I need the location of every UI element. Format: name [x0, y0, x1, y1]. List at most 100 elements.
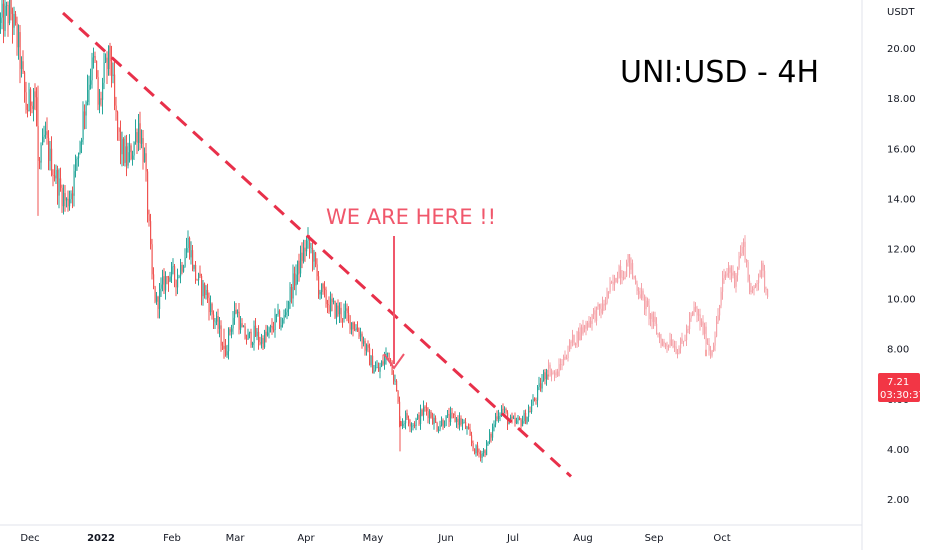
price-candle	[261, 333, 263, 349]
price-candle	[106, 51, 108, 85]
price-candle	[177, 268, 179, 295]
price-candle	[12, 7, 14, 44]
projection-candle	[671, 333, 673, 347]
price-candle	[511, 412, 513, 424]
price-candle	[144, 147, 146, 163]
projection-candle	[584, 324, 586, 333]
price-candle	[285, 308, 287, 318]
price-candle	[30, 87, 32, 116]
projection-candle	[555, 369, 557, 379]
price-candle	[139, 111, 141, 151]
projection-candle	[612, 274, 614, 291]
projection-candle	[635, 275, 637, 285]
projection-candle	[681, 332, 683, 344]
price-candle	[45, 121, 47, 139]
price-candle	[276, 313, 278, 323]
price-candle	[445, 415, 447, 427]
price-candle	[127, 142, 129, 169]
y-tick-label: 12.00	[887, 244, 916, 255]
price-candle	[82, 101, 84, 145]
projection-candle	[561, 358, 563, 371]
price-candle	[334, 300, 336, 320]
projection-candle	[725, 271, 727, 281]
last-price-countdown: 03:30:37	[880, 390, 925, 401]
price-candle	[388, 352, 390, 361]
price-candle	[342, 318, 344, 328]
price-candle	[540, 377, 542, 392]
projection-candle	[597, 302, 599, 310]
price-candle	[49, 140, 51, 171]
price-candle	[9, 0, 11, 26]
price-candle	[24, 70, 26, 103]
price-candle	[483, 447, 485, 457]
price-candle	[196, 278, 198, 281]
projection-candle	[695, 302, 697, 313]
projection-candle	[636, 280, 638, 295]
price-candle	[273, 321, 275, 333]
price-candle	[210, 295, 212, 316]
price-candle	[352, 321, 354, 337]
price-candle	[462, 418, 464, 431]
price-candle	[6, 1, 8, 16]
price-candle	[489, 429, 491, 445]
projection-candle	[606, 287, 608, 305]
x-axis: Dec 2022 Feb Mar Apr May Jun Jul Aug Sep Oct	[20, 533, 730, 544]
price-candle	[253, 320, 255, 351]
price-candle	[204, 282, 206, 299]
projection-candle	[767, 288, 769, 299]
projection-candle	[705, 322, 707, 350]
price-candle	[478, 448, 480, 458]
price-candle	[432, 412, 434, 425]
price-candle	[499, 412, 501, 422]
price-candle	[456, 416, 458, 428]
price-candle	[132, 150, 134, 166]
projection-candle	[623, 270, 625, 281]
projection-candle	[698, 308, 700, 322]
price-candle	[31, 101, 33, 114]
projection-candle	[551, 368, 553, 382]
price-candle	[225, 339, 227, 357]
projection-candle	[674, 340, 676, 352]
price-candle	[264, 329, 266, 349]
price-candle	[420, 404, 422, 430]
price-candle	[430, 409, 432, 419]
price-candle	[115, 96, 117, 121]
projection-candle	[549, 362, 551, 377]
projection-candle	[638, 287, 640, 300]
projection-candle	[693, 301, 695, 317]
price-candle	[16, 16, 18, 56]
price-candle	[169, 271, 171, 283]
price-candle	[336, 302, 338, 325]
price-candle	[7, 1, 9, 37]
y-tick-label: 14.00	[887, 194, 916, 205]
price-candle	[300, 245, 302, 278]
price-candle	[259, 336, 261, 346]
price-candle	[340, 301, 342, 323]
price-candle	[333, 297, 335, 305]
projection-candles-layer	[548, 235, 769, 382]
price-candle	[42, 128, 44, 146]
projection-candle	[752, 286, 754, 294]
projection-candle	[737, 266, 739, 282]
price-candle	[124, 135, 126, 167]
price-candle	[70, 190, 72, 204]
y-tick-label: 18.00	[887, 94, 916, 105]
y-tick-label: 16.00	[887, 144, 916, 155]
projection-candle	[552, 370, 554, 375]
price-candle	[172, 258, 174, 275]
price-candle	[237, 309, 239, 318]
y-tick-label: 2.00	[887, 495, 909, 506]
projection-candle	[632, 259, 634, 280]
projection-candle	[758, 273, 760, 291]
price-candle	[375, 361, 377, 372]
projection-candle	[626, 259, 628, 278]
projection-candle	[554, 370, 556, 382]
x-tick-label: Jul	[506, 533, 519, 544]
price-candle	[316, 258, 318, 281]
projection-candle	[575, 342, 577, 348]
price-candle	[339, 302, 341, 323]
projection-candle	[669, 332, 671, 348]
price-candle	[157, 295, 159, 319]
price-candle	[105, 53, 107, 64]
